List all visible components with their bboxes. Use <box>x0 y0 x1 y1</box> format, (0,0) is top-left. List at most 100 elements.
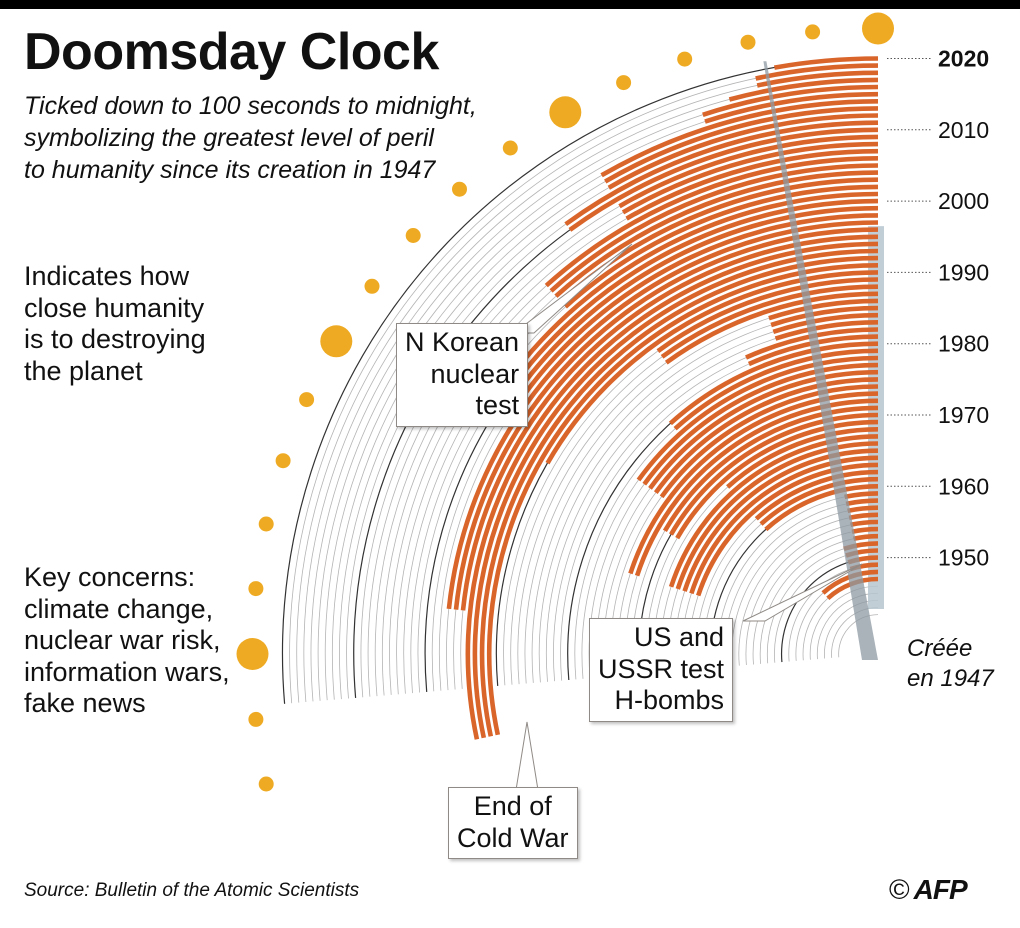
minute-dot <box>862 12 894 45</box>
callout-line: N Korean <box>405 327 520 357</box>
minute-dot <box>405 228 421 243</box>
minute-bar <box>515 205 879 394</box>
created-line: Créée <box>907 635 973 662</box>
minute-dot <box>805 24 821 40</box>
note-line: fake news <box>24 688 146 718</box>
minute-bar <box>851 526 879 535</box>
minute-dot <box>452 181 467 197</box>
minute-bar <box>662 405 879 533</box>
minute-bar <box>648 369 879 490</box>
minute-bar <box>754 469 879 521</box>
axis-tick-label: 1990 <box>938 259 989 285</box>
minute-bar <box>653 377 879 494</box>
minute-bar <box>604 106 879 184</box>
minute-bar <box>545 270 879 465</box>
subtitle-line: symbolizing the greatest level of peril <box>24 124 434 152</box>
callout-line: test <box>475 390 520 420</box>
minute-dot <box>248 581 264 597</box>
minute-dot <box>275 453 291 469</box>
year-ring <box>281 57 879 704</box>
minute-bar <box>702 84 879 117</box>
note-line: information wars, <box>24 656 230 687</box>
minute-bar <box>460 234 879 611</box>
created-label: Créée en 1947 <box>907 634 994 694</box>
year-ring <box>824 600 879 659</box>
minute-bar <box>675 419 879 540</box>
source-note: Source: Bulletin of the Atomic Scientist… <box>24 880 360 901</box>
minute-dot <box>364 278 380 294</box>
minute-dot <box>320 325 353 358</box>
minute-dot <box>677 51 693 67</box>
note-line: climate change, <box>24 593 214 624</box>
minute-bar <box>563 184 879 309</box>
callout-line: US and <box>633 622 725 652</box>
minute-bar <box>625 148 879 221</box>
minute-bar <box>607 113 879 190</box>
axis-tick-label: 1980 <box>938 331 989 357</box>
minute-bar <box>549 163 879 293</box>
minute-bar <box>660 284 879 359</box>
top-rule <box>0 0 1020 9</box>
chart-subtitle: Ticked down to 100 seconds to midnight, … <box>24 90 544 186</box>
callout-h-bombs: US and USSR test H-bombs <box>589 618 734 722</box>
minute-bars <box>446 56 879 740</box>
minute-bar <box>544 156 879 288</box>
minute-bar <box>768 298 879 321</box>
minute-bar <box>509 198 879 390</box>
year-ring <box>289 65 879 704</box>
minute-bar <box>503 191 879 385</box>
minute-bar <box>668 434 879 588</box>
minute-dot <box>299 392 315 408</box>
callout-line: H-bombs <box>614 685 725 715</box>
subtitle-line: to humanity since its creation in 1947 <box>24 156 436 184</box>
minute-bar <box>755 63 879 81</box>
axis-tick-label: 2000 <box>938 188 989 214</box>
callout-line: USSR test <box>598 653 725 684</box>
minute-bar <box>656 277 879 353</box>
afp-credit: © AFP <box>889 874 968 906</box>
copyright-symbol: © <box>889 874 910 905</box>
callout-line: nuclear <box>430 358 520 389</box>
minute-bar <box>564 120 879 227</box>
minute-bar <box>759 476 879 526</box>
minute-bar <box>453 227 879 610</box>
afp-logo: AFP <box>913 874 968 905</box>
minute-bar <box>521 213 879 398</box>
callout-line: End of <box>473 791 552 821</box>
minute-dot <box>740 34 756 50</box>
minute-bar <box>689 455 879 595</box>
created-line: en 1947 <box>907 665 994 692</box>
chart-title: Doomsday Clock <box>24 23 439 81</box>
minute-dot <box>258 776 274 792</box>
note-line: close humanity <box>24 292 205 323</box>
minute-bar <box>628 391 879 575</box>
minute-bar <box>668 341 879 426</box>
axis-tick-label: 1950 <box>938 545 989 571</box>
minute-bar <box>764 484 879 532</box>
minute-bar <box>642 362 879 486</box>
minute-bar <box>634 398 879 577</box>
note-line: Key concerns: <box>24 562 196 592</box>
axis-tick-label: 2010 <box>938 117 989 143</box>
minute-bar <box>853 533 879 542</box>
minute-bar <box>446 220 879 610</box>
minute-bar <box>773 56 879 70</box>
minute-bar <box>487 263 879 736</box>
minute-bar <box>726 427 879 489</box>
minute-bar <box>554 170 879 298</box>
minute-bar <box>696 462 879 597</box>
minute-bar <box>669 412 879 536</box>
callout-line: Cold War <box>457 822 569 853</box>
minute-bar <box>770 305 879 328</box>
note-line: nuclear war risk, <box>24 625 221 655</box>
leader-cold-war <box>515 721 539 791</box>
minute-bar <box>465 241 879 740</box>
callout-end-of-cold-war: End of Cold War <box>448 787 578 859</box>
minute-dot <box>236 638 269 670</box>
clock-dots <box>236 12 894 792</box>
minute-bar <box>618 134 879 209</box>
axis-tick-label: 1960 <box>938 473 989 499</box>
concerns-note: Key concerns: climate change, nuclear wa… <box>24 562 230 720</box>
minute-bar <box>772 312 879 334</box>
minute-bar <box>636 355 879 482</box>
